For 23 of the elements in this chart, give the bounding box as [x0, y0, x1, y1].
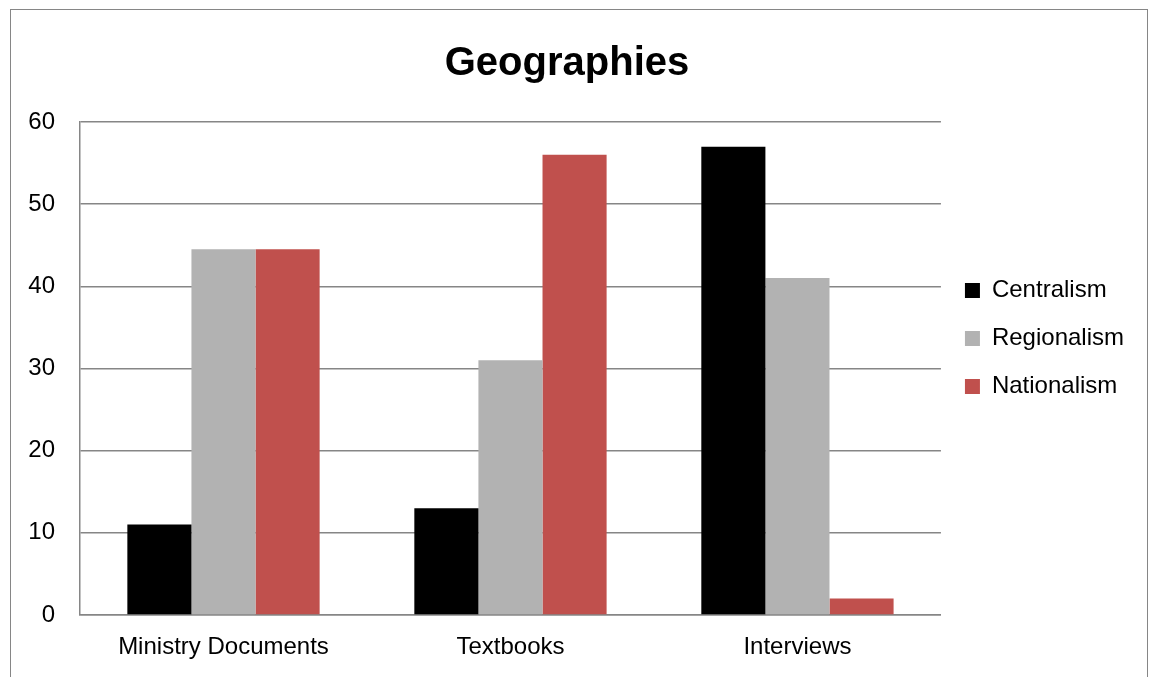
- legend-label: Centralism: [991, 275, 1107, 303]
- bar: [829, 598, 894, 615]
- y-tick-label: 10: [28, 517, 55, 545]
- bar: [478, 360, 543, 615]
- bar: [765, 278, 830, 615]
- bar: [701, 146, 766, 615]
- x-tick-label: Interviews: [743, 632, 852, 660]
- bar: [414, 508, 479, 615]
- x-tick-label: Ministry Documents: [118, 632, 329, 660]
- y-tick-label: 20: [28, 435, 55, 463]
- y-tick-label: 60: [28, 106, 55, 134]
- y-tick-label: 40: [28, 270, 55, 298]
- bar: [191, 249, 256, 615]
- y-tick-label: 0: [41, 599, 55, 627]
- chart-title: Geographies: [444, 39, 690, 84]
- legend-label: Regionalism: [991, 323, 1124, 351]
- y-tick-label: 50: [28, 188, 55, 216]
- legend-label: Nationalism: [991, 371, 1118, 399]
- bar: [542, 154, 607, 615]
- bar: [255, 249, 320, 615]
- x-tick-label: Textbooks: [456, 632, 565, 660]
- y-tick-label: 30: [28, 353, 55, 381]
- bar: [127, 524, 192, 615]
